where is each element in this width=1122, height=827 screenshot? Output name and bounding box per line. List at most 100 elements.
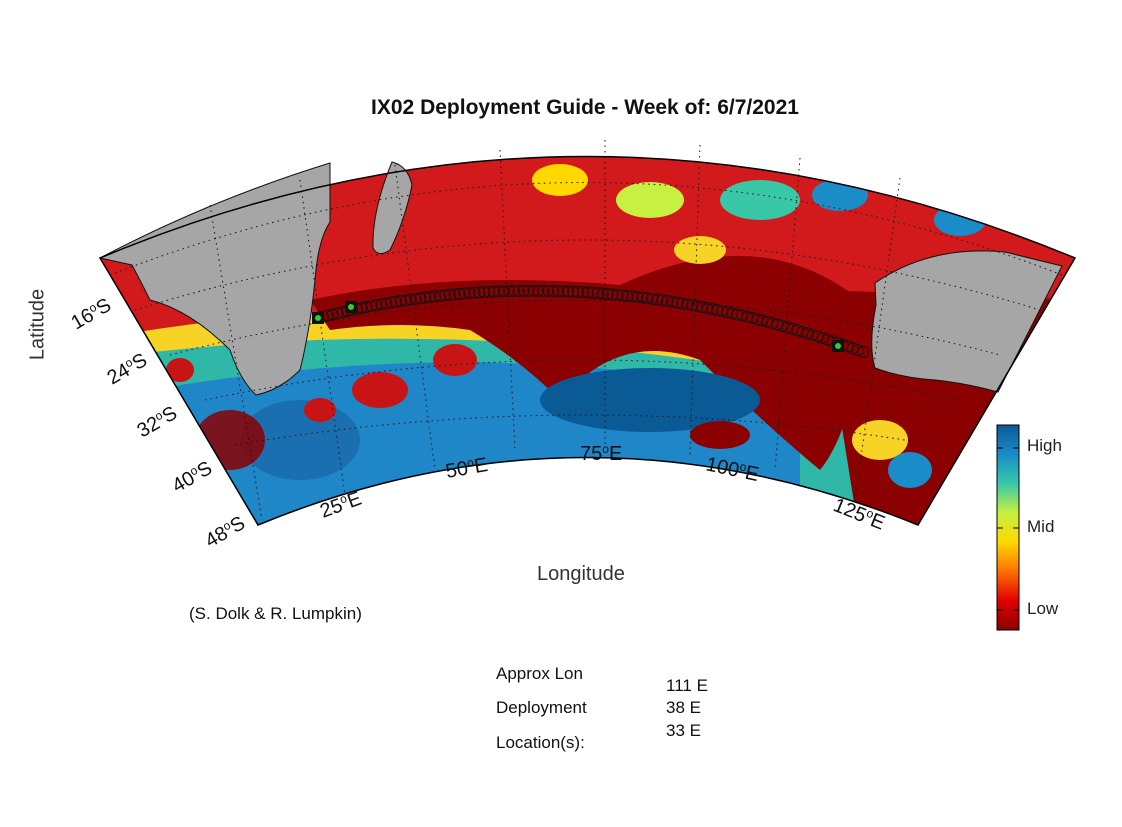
track-point — [360, 301, 373, 313]
track-point — [433, 289, 446, 302]
deployment-value-2: 38 E — [666, 698, 701, 717]
colorbar-label-mid: Mid — [1027, 517, 1055, 536]
track-point — [661, 295, 674, 307]
track-point — [375, 298, 388, 311]
track-point — [517, 284, 530, 297]
track-point — [716, 305, 729, 318]
track-point — [532, 284, 545, 297]
track-point — [448, 288, 461, 301]
lat-tick-32: 32oS — [133, 401, 181, 442]
track-point — [851, 344, 864, 357]
longitude-ticks: 25oE 50oE 75oE 100oE 125oE — [317, 442, 888, 535]
track-point — [711, 304, 724, 316]
track-point — [586, 286, 599, 299]
track-point — [631, 291, 644, 303]
track-point — [686, 299, 699, 312]
track-point — [443, 288, 456, 301]
map-frame — [98, 155, 1077, 526]
track-point — [394, 295, 407, 307]
africa-landmass — [98, 162, 331, 396]
track-point — [463, 287, 476, 300]
track-point — [419, 291, 432, 304]
track-point — [646, 292, 659, 305]
track-point — [671, 296, 684, 309]
deployment-label-approx-lon: Approx Lon — [496, 664, 583, 683]
track-point — [566, 285, 579, 298]
track-point — [542, 284, 555, 297]
track-point — [502, 285, 515, 298]
ocean-heat-field — [100, 156, 1075, 525]
track-point — [522, 284, 535, 297]
track-point — [561, 285, 574, 298]
track-point — [681, 298, 694, 311]
lat-tick-16: 16oS — [67, 293, 115, 334]
track-point — [666, 295, 679, 308]
track-point — [483, 285, 495, 298]
ship-track — [312, 284, 869, 358]
track-point — [326, 308, 339, 321]
track-point — [726, 307, 739, 320]
track-point — [414, 292, 427, 305]
track-point — [601, 288, 614, 300]
track-point — [527, 284, 540, 297]
track-point — [389, 295, 402, 308]
lat-tick-24: 24oS — [103, 348, 151, 389]
deployment-label-deployment: Deployment — [496, 698, 587, 717]
track-point — [591, 287, 604, 300]
track-point — [616, 289, 629, 302]
track-point — [626, 290, 639, 303]
colorbar — [996, 424, 1020, 631]
track-point — [537, 284, 550, 297]
track-point — [621, 289, 634, 302]
x-axis-label: Longitude — [537, 563, 625, 585]
track-point — [576, 286, 589, 299]
track-point — [512, 284, 525, 297]
track-point — [399, 294, 412, 307]
map-title: IX02 Deployment Guide - Week of: 6/7/202… — [371, 96, 799, 119]
deployment-label-locations: Location(s): — [496, 733, 585, 752]
track-point — [507, 285, 520, 297]
track-point — [581, 286, 594, 299]
track-point — [487, 285, 500, 298]
australia-landmass — [871, 250, 1063, 393]
track-point — [596, 287, 609, 300]
track-point — [547, 285, 560, 297]
track-point — [696, 301, 709, 313]
track-point — [606, 288, 619, 301]
track-point — [438, 289, 451, 302]
colorbar-label-high: High — [1027, 436, 1062, 455]
track-point — [468, 286, 481, 299]
deployment-value-1: 111 E — [666, 676, 708, 695]
track-point — [611, 288, 624, 301]
track-point — [458, 287, 471, 300]
track-point — [706, 303, 719, 315]
lat-tick-40: 40oS — [168, 456, 216, 497]
track-point — [424, 291, 437, 303]
madagascar-landmass — [372, 161, 413, 254]
track-point — [552, 285, 565, 298]
track-point — [365, 300, 378, 313]
track-point — [478, 286, 491, 299]
track-point — [676, 297, 689, 310]
lon-tick-75: 75oE — [580, 442, 622, 465]
track-point — [857, 346, 869, 358]
track-point — [651, 293, 664, 306]
track-point — [380, 297, 393, 310]
track-point — [641, 292, 654, 305]
track-point — [331, 307, 344, 320]
track-point — [409, 292, 422, 305]
deployment-marker-dot — [835, 343, 841, 349]
track-point — [636, 291, 649, 304]
y-axis-label: Latitude — [26, 288, 49, 361]
lon-tick-50: 50oE — [444, 453, 490, 483]
deployment-marker-dot — [315, 315, 321, 321]
track-point — [656, 294, 669, 307]
credit-text: (S. Dolk & R. Lumpkin) — [189, 604, 362, 623]
track-point — [473, 286, 486, 299]
deployment-marker-dot — [348, 304, 354, 310]
track-point — [721, 306, 734, 319]
track-point — [385, 296, 397, 309]
track-point — [453, 288, 466, 300]
track-point — [571, 285, 584, 298]
